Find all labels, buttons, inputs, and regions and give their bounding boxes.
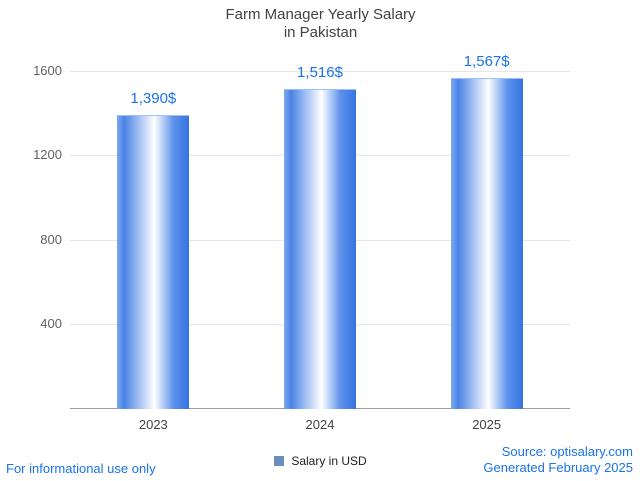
bar-2025[interactable] — [450, 77, 523, 409]
x-tick-label: 2024 — [305, 417, 335, 432]
x-axis-labels: 2023 2024 2025 — [70, 417, 570, 435]
bar-2024[interactable] — [284, 88, 356, 409]
x-tick-label: 2025 — [472, 417, 502, 432]
legend-label: Salary in USD — [291, 454, 367, 468]
chart-title-line2: in Pakistan — [283, 24, 358, 41]
chart-title: Farm Manager Yearly Salary in Pakistan — [0, 6, 641, 42]
y-tick-label: 400 — [40, 315, 62, 331]
plot-area: 1,390$ 1,516$ 1,567$ — [70, 53, 570, 409]
bar-value-label: 1,567$ — [463, 52, 510, 70]
bar-value-label: 1,390$ — [130, 90, 177, 108]
y-tick-label: 1200 — [33, 147, 62, 163]
x-tick-label: 2023 — [138, 417, 168, 432]
footer-generated-date: Generated February 2025 — [483, 460, 633, 475]
footer-source-link[interactable]: Source: optisalary.com — [501, 444, 633, 459]
y-tick-label: 1600 — [33, 63, 62, 78]
footer-disclaimer: For informational use only — [6, 461, 156, 476]
y-axis-labels: 400 800 1200 1600 — [0, 64, 62, 408]
legend: Salary in USD — [0, 454, 641, 468]
footer-source-block: Source: optisalary.com Generated Februar… — [483, 444, 633, 476]
y-tick-label: 800 — [40, 231, 62, 247]
bar-2023[interactable] — [117, 115, 190, 409]
bar-value-label: 1,516$ — [297, 63, 343, 81]
gridline — [70, 71, 570, 72]
chart-title-line1: Farm Manager Yearly Salary — [225, 6, 416, 23]
legend-marker-icon — [274, 456, 285, 466]
